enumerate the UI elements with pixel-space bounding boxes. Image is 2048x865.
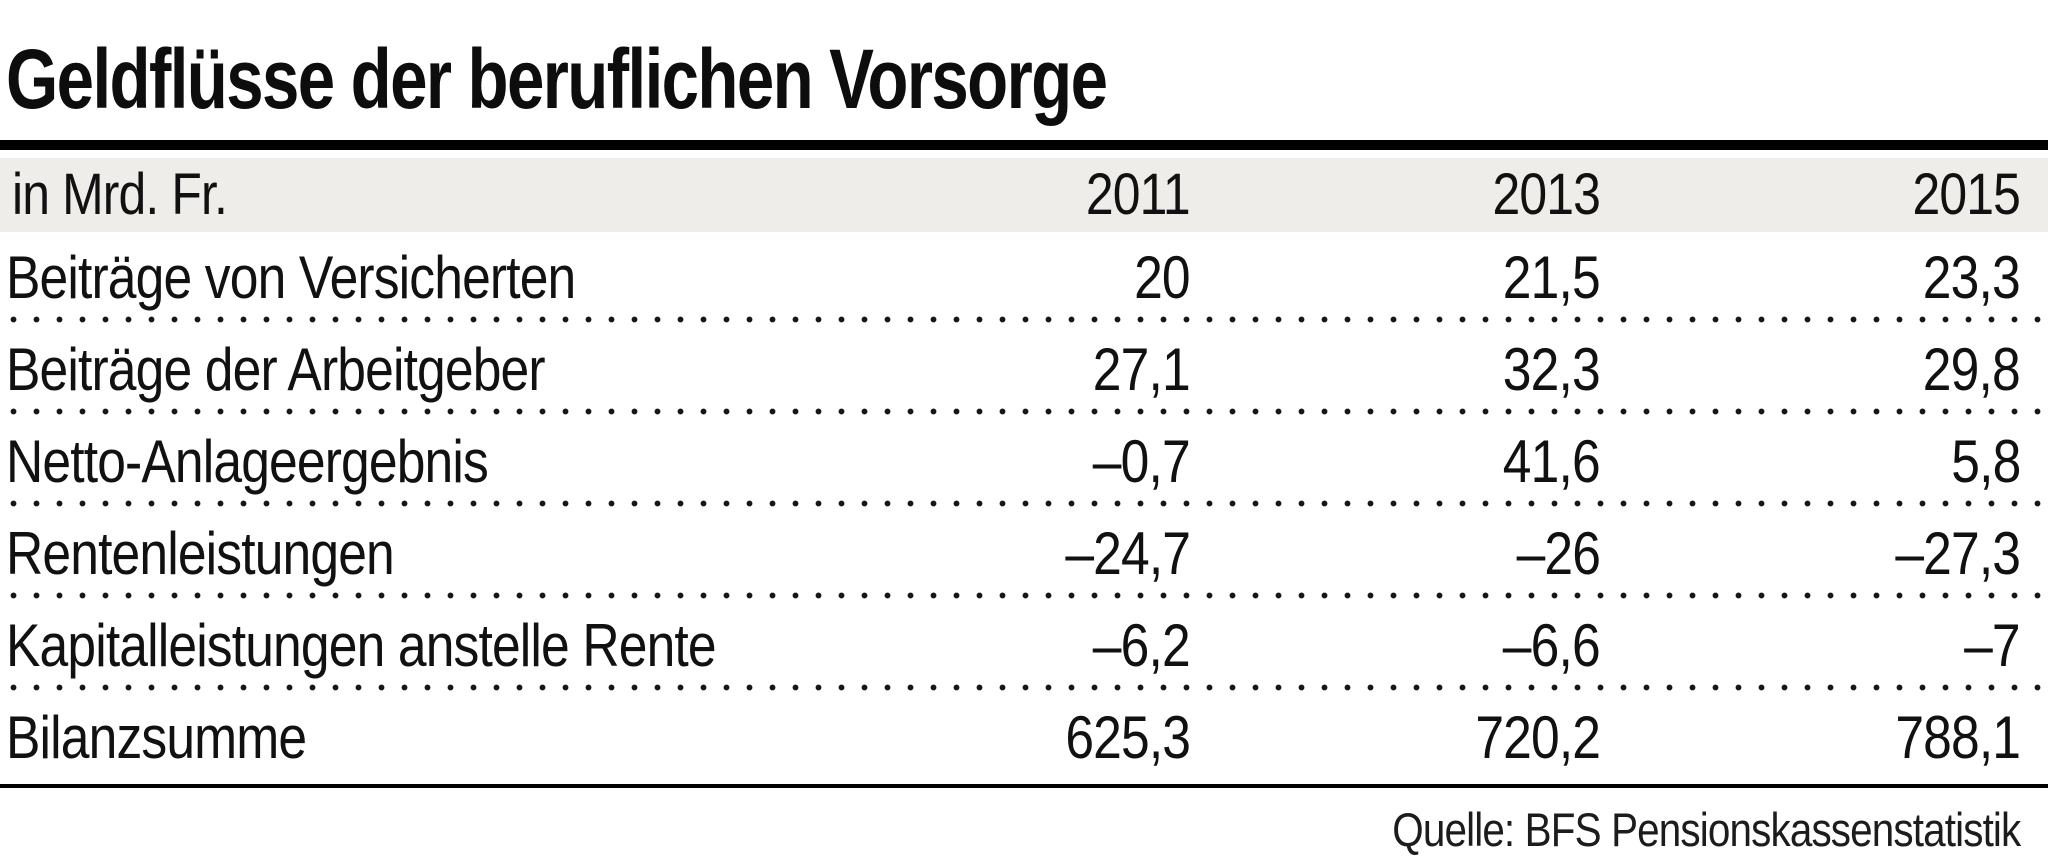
row-value: –26 [1516, 520, 1600, 587]
row-value: –6,6 [1503, 612, 1601, 679]
row-value: 41,6 [1503, 428, 1601, 495]
row-value: 788,1 [1895, 704, 2021, 771]
row-value: 32,3 [1503, 336, 1601, 403]
row-value: 21,5 [1503, 244, 1601, 311]
row-value: 625,3 [1065, 704, 1191, 771]
row-label: Netto-Anlageergebnis [6, 428, 489, 495]
row-value: –27,3 [1895, 520, 2021, 587]
row-value: –6,2 [1093, 612, 1191, 679]
row-label: Beiträge der Arbeitgeber [6, 336, 546, 403]
column-header-2015: 2015 [1912, 162, 2020, 227]
row-value: –0,7 [1093, 428, 1191, 495]
top-rule [0, 140, 2048, 150]
page-title: Geldflüsse der beruflichen Vorsorge [6, 32, 1108, 126]
table-row: Beiträge von Versicherten 20 21,5 23,3 [0, 232, 2048, 324]
row-value: –7 [1964, 612, 2021, 679]
table-header-row: in Mrd. Fr. 2011 2013 2015 [0, 158, 2048, 232]
table-row: Rentenleistungen –24,7 –26 –27,3 [0, 508, 2048, 600]
source-line: Quelle: BFS Pensionskassenstatistik [0, 788, 2048, 857]
row-label: Rentenleistungen [6, 520, 395, 587]
rule-gap [0, 150, 2048, 158]
table-body: Beiträge von Versicherten 20 21,5 23,3 B… [0, 232, 2048, 788]
unit-label: in Mrd. Fr. [12, 162, 228, 227]
row-value: 27,1 [1093, 336, 1191, 403]
table-row: Netto-Anlageergebnis –0,7 41,6 5,8 [0, 416, 2048, 508]
table-row: Kapitalleistungen anstelle Rente –6,2 –6… [0, 600, 2048, 692]
table-row: Bilanzsumme 625,3 720,2 788,1 [0, 692, 2048, 784]
column-header-2013: 2013 [1492, 162, 1600, 227]
row-label: Beiträge von Versicherten [6, 244, 576, 311]
row-label: Kapitalleistungen anstelle Rente [6, 612, 717, 679]
row-value: 20 [1134, 244, 1191, 311]
row-value: –24,7 [1065, 520, 1191, 587]
row-value: 23,3 [1923, 244, 2021, 311]
row-value: 720,2 [1475, 704, 1601, 771]
row-value: 29,8 [1923, 336, 2021, 403]
source-text: Quelle: BFS Pensionskassenstatistik [1391, 803, 2021, 856]
row-label: Bilanzsumme [6, 704, 307, 771]
row-value: 5,8 [1950, 428, 2021, 495]
title-bar: Geldflüsse der beruflichen Vorsorge [0, 0, 2048, 140]
column-header-2011: 2011 [1086, 162, 1191, 227]
table-row: Beiträge der Arbeitgeber 27,1 32,3 29,8 [0, 324, 2048, 416]
